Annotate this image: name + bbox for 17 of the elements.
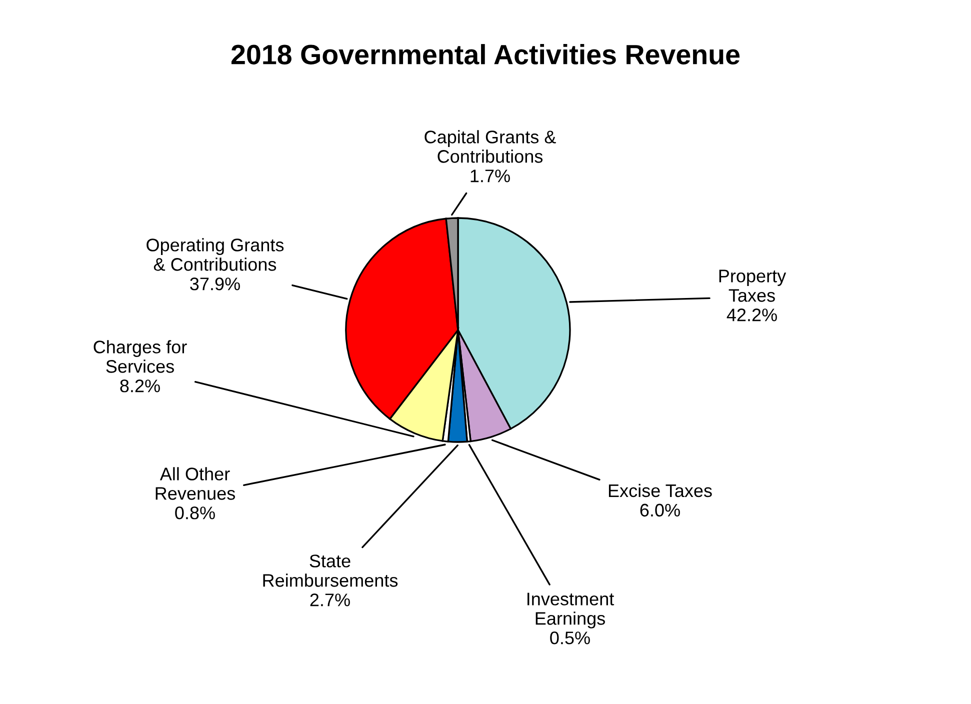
slice-label: State Reimbursements [263,554,398,587]
data-label: 42.2% [726,308,777,322]
data-label: 0.8% [175,506,215,520]
slice-label: Operating Grants & Contributions [146,238,284,271]
data-label: 0.5% [550,632,590,644]
data-label: 2.7% [310,594,350,606]
data-label: 6.0% [640,504,680,517]
slice-label: Capital Grants & Contributions [424,130,556,163]
slice-label: Investment Earnings [528,592,614,628]
slice-label: Charges for Services [94,340,187,373]
slice-label: Property Taxes [719,270,786,302]
data-label: 8.2% [120,380,160,392]
slice-label: Excise Taxes [608,484,712,498]
data-label: 37.9% [190,278,240,290]
slice-label: All Other Revenues [156,467,235,500]
data-label: 1.7% [470,170,510,182]
chart-title: 2018 Governmental Activities Revenue [231,44,740,64]
